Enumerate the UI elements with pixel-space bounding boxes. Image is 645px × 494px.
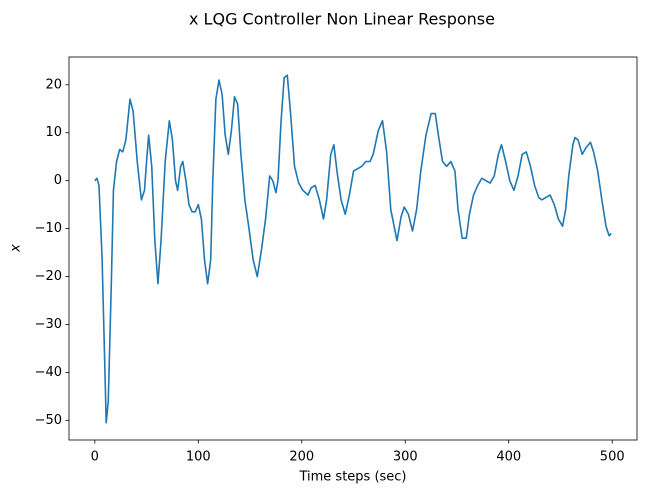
chart-title: x LQG Controller Non Linear Response: [189, 10, 495, 29]
x-tick-label: 0: [91, 450, 99, 465]
y-tick-label: −50: [35, 413, 62, 428]
x-tick-label: 200: [289, 450, 314, 465]
y-axis-label: x: [9, 244, 24, 253]
x-tick-label: 400: [496, 450, 521, 465]
y-tick-label: 10: [45, 125, 62, 140]
y-tick-label: 0: [54, 173, 62, 188]
y-tick-label: −20: [35, 269, 62, 284]
y-tick-label: −10: [35, 221, 62, 236]
x-tick-label: 500: [600, 450, 625, 465]
x-tick-label: 300: [393, 450, 418, 465]
x-tick-label: 100: [186, 450, 211, 465]
x-axis-label: Time steps (sec): [298, 470, 406, 485]
y-tick-label: 20: [45, 77, 62, 92]
y-tick-label: −40: [35, 365, 62, 380]
plot-frame: [68, 56, 638, 441]
y-tick-label: −30: [35, 317, 62, 332]
data-line: [94, 74, 612, 424]
